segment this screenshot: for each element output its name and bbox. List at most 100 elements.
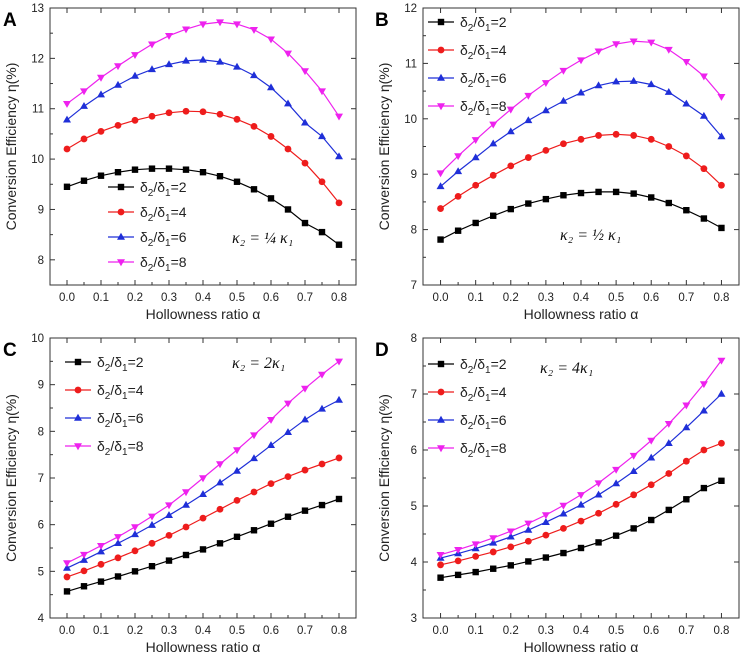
data-point (454, 153, 463, 161)
data-point (489, 538, 498, 546)
data-point (301, 159, 309, 167)
data-point (683, 207, 690, 214)
data-point (682, 457, 690, 465)
data-point (507, 543, 515, 551)
data-point (700, 446, 708, 454)
data-point (664, 88, 673, 95)
data-point (682, 59, 691, 66)
data-point (233, 533, 241, 540)
data-point (250, 454, 258, 462)
data-point (541, 512, 550, 520)
data-point (318, 460, 326, 468)
x-axis-title: Hollowness ratio α (146, 306, 261, 322)
data-point (437, 236, 444, 243)
data-point (165, 532, 173, 539)
x-tick-label: 0.6 (263, 625, 279, 637)
data-point (629, 452, 638, 460)
data-point (199, 490, 207, 498)
data-point (630, 525, 637, 532)
data-point (471, 541, 480, 549)
data-point (216, 478, 224, 486)
data-point (454, 192, 462, 200)
series-3 (436, 76, 726, 190)
series-line (66, 110, 340, 204)
data-point (436, 552, 445, 559)
data-point (233, 466, 241, 474)
data-point (682, 423, 691, 431)
data-point (489, 548, 497, 556)
data-point (114, 168, 122, 176)
data-point (630, 132, 638, 139)
y-tick-label: 10 (31, 333, 44, 345)
data-point (525, 200, 532, 207)
x-tick-label: 0.4 (195, 625, 212, 637)
data-point (506, 528, 515, 536)
y-tick-label: 7 (38, 473, 44, 485)
data-point (216, 19, 224, 27)
data-point (437, 205, 444, 212)
legend-marker (74, 358, 82, 366)
data-point (165, 60, 173, 68)
data-point (454, 546, 463, 554)
series-3 (63, 395, 343, 571)
x-tick-label: 0.3 (538, 292, 554, 304)
chart-panel-a: A 0.0 0.1 0.2 0.3 0.4 0.5 0.6 0.7 0.8 8 9 10 11 12 13 Ho… (3, 3, 357, 322)
data-point (233, 497, 241, 504)
kappa-annotation: κ₂ = 2κ₁ (232, 355, 285, 372)
data-point (560, 525, 567, 532)
data-point (318, 88, 326, 96)
data-point (699, 406, 708, 414)
data-point (454, 557, 462, 565)
x-tick-label: 0.5 (229, 292, 245, 304)
data-point (182, 551, 190, 559)
x-tick-label: 0.8 (713, 292, 729, 304)
x-tick-label: 0.8 (331, 292, 347, 304)
legend-marker (437, 18, 445, 26)
y-tick-label: 4 (411, 557, 418, 569)
data-point (541, 106, 550, 114)
x-tick-label: 0.0 (433, 625, 449, 637)
data-point (80, 135, 88, 143)
data-point (700, 484, 708, 492)
x-tick-label: 0.7 (297, 292, 313, 304)
x-tick-label: 0.7 (297, 625, 313, 637)
data-point (267, 441, 275, 449)
y-tick-label: 9 (38, 204, 44, 216)
data-point (250, 122, 258, 130)
data-point (182, 56, 190, 64)
data-point (577, 135, 585, 143)
data-point (216, 110, 224, 118)
data-point (335, 495, 343, 503)
data-point (629, 76, 638, 84)
data-point (506, 106, 515, 114)
data-point (199, 108, 207, 116)
chart-panel-b: B 0.0 0.1 0.2 0.3 0.4 0.5 0.6 0.7 0.8 7 8 9 10 11 12 Hol… (375, 3, 740, 322)
data-point (63, 115, 71, 123)
data-point (335, 395, 343, 403)
data-point (524, 537, 532, 545)
series-line (66, 21, 340, 117)
x-tick-label: 0.0 (433, 292, 449, 304)
legend: δ2/δ1=2 δ2/δ1=4 δ2/δ1=6 δ2/δ1=8 (108, 179, 187, 274)
series-2 (63, 454, 343, 581)
legend-label: δ2/δ1=4 (460, 384, 507, 404)
data-point (559, 96, 568, 104)
data-point (577, 492, 585, 499)
y-tick-label: 11 (405, 58, 417, 70)
data-point (648, 516, 655, 524)
y-tick-label: 8 (411, 333, 417, 345)
y-tick-label: 9 (38, 380, 44, 392)
panel-label: C (3, 340, 17, 361)
legend-marker (117, 232, 125, 240)
series-1 (437, 188, 725, 243)
data-point (560, 549, 567, 557)
data-point (216, 505, 224, 513)
data-point (629, 38, 638, 46)
legend-marker (437, 73, 445, 81)
data-point (131, 530, 139, 538)
data-point (454, 227, 462, 234)
data-point (301, 507, 309, 514)
data-point (199, 514, 207, 522)
data-point (97, 90, 105, 98)
data-point (114, 539, 122, 547)
